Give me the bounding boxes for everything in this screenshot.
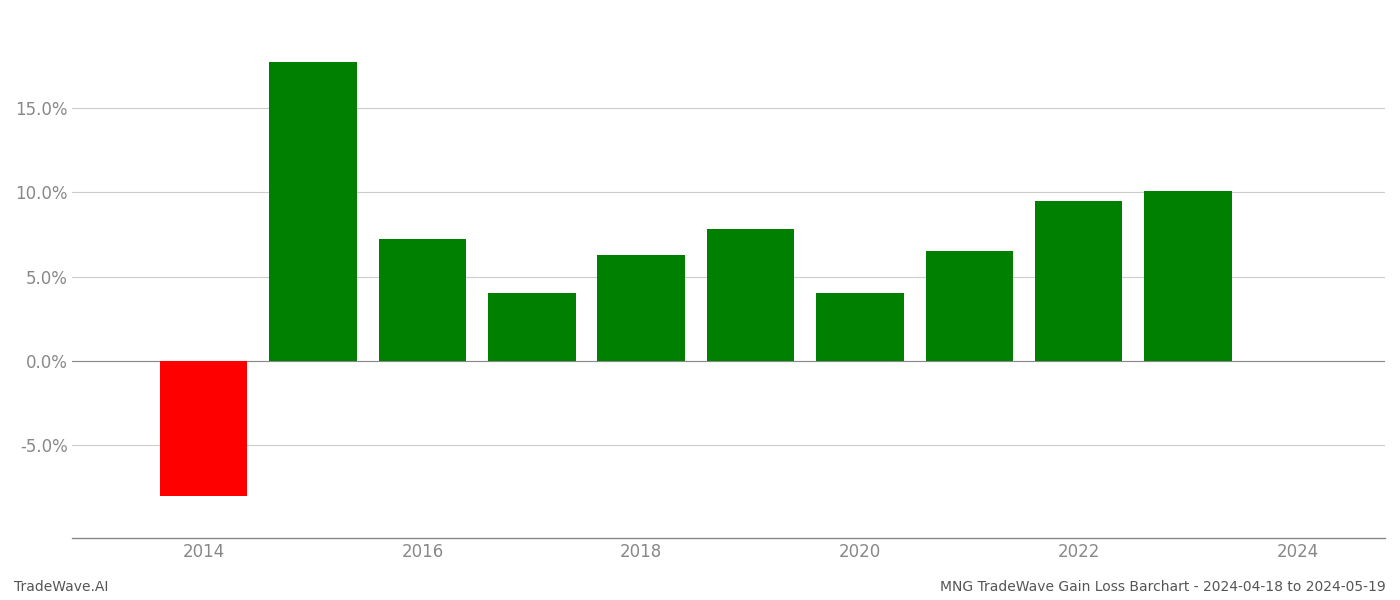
Bar	[1035, 200, 1123, 361]
Bar	[1144, 191, 1232, 361]
Bar	[378, 239, 466, 361]
Bar	[925, 251, 1014, 361]
Bar	[598, 254, 685, 361]
Bar	[707, 229, 794, 361]
Bar	[816, 293, 903, 361]
Bar	[269, 62, 357, 361]
Text: MNG TradeWave Gain Loss Barchart - 2024-04-18 to 2024-05-19: MNG TradeWave Gain Loss Barchart - 2024-…	[941, 580, 1386, 594]
Bar	[160, 361, 248, 496]
Text: TradeWave.AI: TradeWave.AI	[14, 580, 108, 594]
Bar	[489, 293, 575, 361]
